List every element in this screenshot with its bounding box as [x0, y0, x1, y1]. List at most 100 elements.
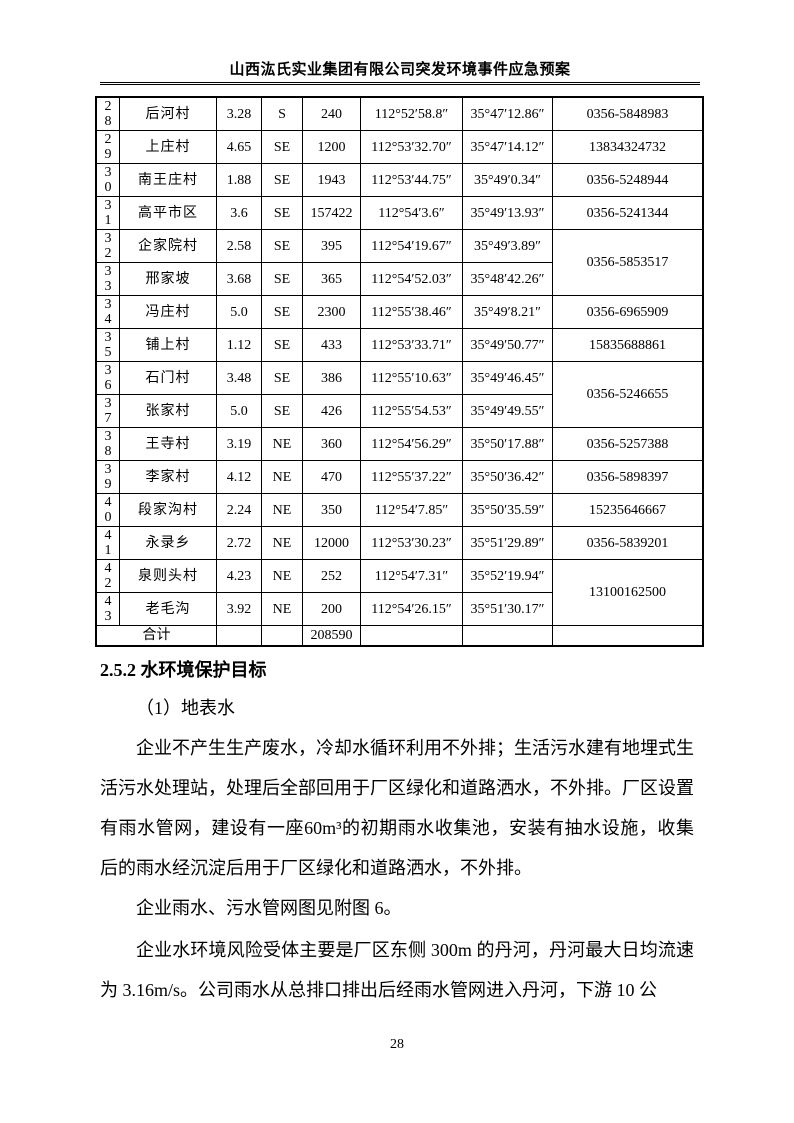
cell-pop: 360: [302, 427, 361, 461]
cell-name: 后河村: [119, 96, 217, 131]
sensitive-targets-table: 2 8 后河村 3.28 S 240 112°52′58.8″ 35°47′12.86″ 03…: [95, 96, 704, 647]
row-number-text: 3 1: [104, 198, 112, 228]
cell-dist: 3.48: [216, 361, 262, 395]
table-row: 4 1 永录乡 2.72 NE 12000 112°53′30.23″ 35°51′29.8…: [95, 526, 704, 560]
cell-dist: 3.19: [216, 427, 262, 461]
row-number: 4 3: [95, 592, 120, 626]
cell-dir: NE: [261, 559, 303, 593]
cell-pop: 240: [302, 96, 361, 131]
cell-dist: 4.65: [216, 130, 262, 164]
page-header-title: 山西汯氏实业集团有限公司突发环境事件应急预案: [229, 62, 571, 78]
cell-phone: 13834324732: [552, 130, 704, 164]
row-number: 3 5: [95, 328, 120, 362]
row-number-text: 2 9: [104, 132, 112, 162]
cell-lon: 112°55′37.22″: [360, 460, 463, 494]
cell-phone: 13100162500: [552, 559, 704, 626]
cell-dir: SE: [261, 163, 303, 197]
cell-dir: SE: [261, 361, 303, 395]
cell-name: 张家村: [119, 394, 217, 428]
row-number: 3 0: [95, 163, 120, 197]
total-row: 合计 208590: [95, 625, 704, 647]
cell-name: 南王庄村: [119, 163, 217, 197]
cell-lon: 112°54′26.15″: [360, 592, 463, 626]
row-number: 4 0: [95, 493, 120, 527]
cell-dir: NE: [261, 460, 303, 494]
cell-dist: 5.0: [216, 295, 262, 329]
cell-lon: 112°53′32.70″: [360, 130, 463, 164]
cell-lat: 35°51′29.89″: [462, 526, 553, 560]
row-number: 3 7: [95, 394, 120, 428]
row-number: 2 9: [95, 130, 120, 164]
row-number-text: 4 3: [104, 594, 112, 624]
cell-lon: 112°54′3.6″: [360, 196, 463, 230]
row-number-text: 4 2: [104, 561, 112, 591]
cell-empty: [216, 625, 262, 647]
cell-pop: 12000: [302, 526, 361, 560]
row-number: 4 2: [95, 559, 120, 593]
table-row: 2 9 上庄村 4.65 SE 1200 112°53′32.70″ 35°47′14.12…: [95, 130, 704, 164]
cell-dir: NE: [261, 592, 303, 626]
table-row: 3 9 李家村 4.12 NE 470 112°55′37.22″ 35°50′36.42″…: [95, 460, 704, 494]
cell-dist: 2.24: [216, 493, 262, 527]
cell-phone: 0356-6965909: [552, 295, 704, 329]
cell-name: 王寺村: [119, 427, 217, 461]
cell-dist: 1.12: [216, 328, 262, 362]
row-number-text: 3 2: [104, 231, 112, 261]
cell-pop: 1200: [302, 130, 361, 164]
cell-pop: 433: [302, 328, 361, 362]
cell-lat: 35°48′42.26″: [462, 262, 553, 296]
cell-phone: 0356-5853517: [552, 229, 704, 296]
cell-phone: 15835688861: [552, 328, 704, 362]
cell-dist: 2.72: [216, 526, 262, 560]
cell-dir: SE: [261, 394, 303, 428]
cell-lon: 112°55′10.63″: [360, 361, 463, 395]
cell-name: 石门村: [119, 361, 217, 395]
cell-lon: 112°55′38.46″: [360, 295, 463, 329]
row-number-text: 3 0: [104, 165, 112, 195]
cell-name: 企家院村: [119, 229, 217, 263]
cell-lon: 112°54′7.85″: [360, 493, 463, 527]
cell-phone: 0356-5898397: [552, 460, 704, 494]
cell-dir: SE: [261, 262, 303, 296]
cell-pop: 426: [302, 394, 361, 428]
row-number: 4 1: [95, 526, 120, 560]
cell-dist: 4.23: [216, 559, 262, 593]
cell-name: 上庄村: [119, 130, 217, 164]
table-row: 3 8 王寺村 3.19 NE 360 112°54′56.29″ 35°50′17.88″…: [95, 427, 704, 461]
cell-name: 冯庄村: [119, 295, 217, 329]
cell-lon: 112°52′58.8″: [360, 96, 463, 131]
paragraph: 企业不产生生产废水，冷却水循环利用不外排；生活污水建有地埋式生活污水处理站，处理…: [100, 738, 694, 878]
cell-lat: 35°51′30.17″: [462, 592, 553, 626]
cell-phone: 0356-5246655: [552, 361, 704, 428]
row-number: 3 9: [95, 460, 120, 494]
cell-phone: 0356-5848983: [552, 96, 704, 131]
cell-dist: 1.88: [216, 163, 262, 197]
cell-dist: 3.6: [216, 196, 262, 230]
cell-dir: NE: [261, 427, 303, 461]
cell-lat: 35°49′0.34″: [462, 163, 553, 197]
row-number: 3 3: [95, 262, 120, 296]
cell-lat: 35°49′50.77″: [462, 328, 553, 362]
row-number-text: 3 8: [104, 429, 112, 459]
cell-empty: [261, 625, 303, 647]
cell-dir: NE: [261, 493, 303, 527]
cell-lat: 35°50′36.42″: [462, 460, 553, 494]
table-row: 4 0 段家沟村 2.24 NE 350 112°54′7.85″ 35°50′35.59″…: [95, 493, 704, 527]
cell-phone: 0356-5241344: [552, 196, 704, 230]
section-heading: 2.5.2 水环境保护目标: [100, 660, 267, 680]
table-row: 3 6 石门村 3.48 SE 386 112°55′10.63″ 35°49′46.45″…: [95, 361, 704, 428]
paragraph: 企业雨水、污水管网图见附图 6。: [136, 898, 402, 918]
cell-dir: SE: [261, 196, 303, 230]
cell-pop: 395: [302, 229, 361, 263]
cell-lat: 35°49′49.55″: [462, 394, 553, 428]
cell-dist: 3.92: [216, 592, 262, 626]
subsection-heading: （1）地表水: [136, 698, 235, 718]
cell-phone: 0356-5257388: [552, 427, 704, 461]
cell-lon: 112°54′19.67″: [360, 229, 463, 263]
cell-lon: 112°53′33.71″: [360, 328, 463, 362]
table-row: 3 3 邢家坡 3.68 SE 365 112°54′52.03″ 35°48′42.26″: [95, 262, 703, 296]
cell-dir: SE: [261, 295, 303, 329]
paragraph: 企业水环境风险受体主要是厂区东侧 300m 的丹河，丹河最大日均流速为 3.16…: [100, 940, 694, 1000]
cell-dir: S: [261, 96, 303, 131]
row-number: 3 6: [95, 361, 120, 395]
